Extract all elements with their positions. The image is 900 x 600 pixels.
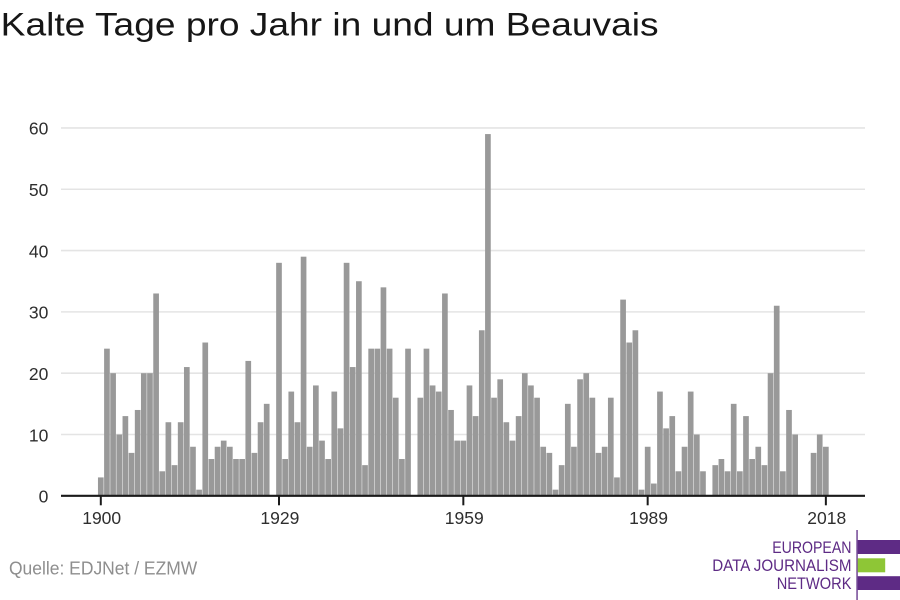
svg-text:20: 20 xyxy=(29,364,49,384)
svg-text:1929: 1929 xyxy=(260,508,299,528)
svg-text:Kalte Tage pro Jahr in und um: Kalte Tage pro Jahr in und um Beauvais xyxy=(1,7,659,43)
svg-text:NETWORK: NETWORK xyxy=(777,575,852,593)
svg-text:30: 30 xyxy=(29,303,49,323)
svg-text:1900: 1900 xyxy=(82,508,121,528)
svg-text:Quelle: EDJNet / EZMW: Quelle: EDJNet / EZMW xyxy=(9,558,197,579)
svg-text:60: 60 xyxy=(29,119,49,139)
svg-text:0: 0 xyxy=(39,487,49,507)
svg-text:40: 40 xyxy=(29,241,49,261)
svg-text:50: 50 xyxy=(29,180,49,200)
svg-text:10: 10 xyxy=(29,425,49,445)
svg-text:1959: 1959 xyxy=(445,508,484,528)
svg-text:2018: 2018 xyxy=(807,508,846,528)
svg-text:EUROPEAN: EUROPEAN xyxy=(772,539,851,557)
svg-text:1989: 1989 xyxy=(629,508,668,528)
svg-text:DATA JOURNALISM: DATA JOURNALISM xyxy=(712,557,851,575)
